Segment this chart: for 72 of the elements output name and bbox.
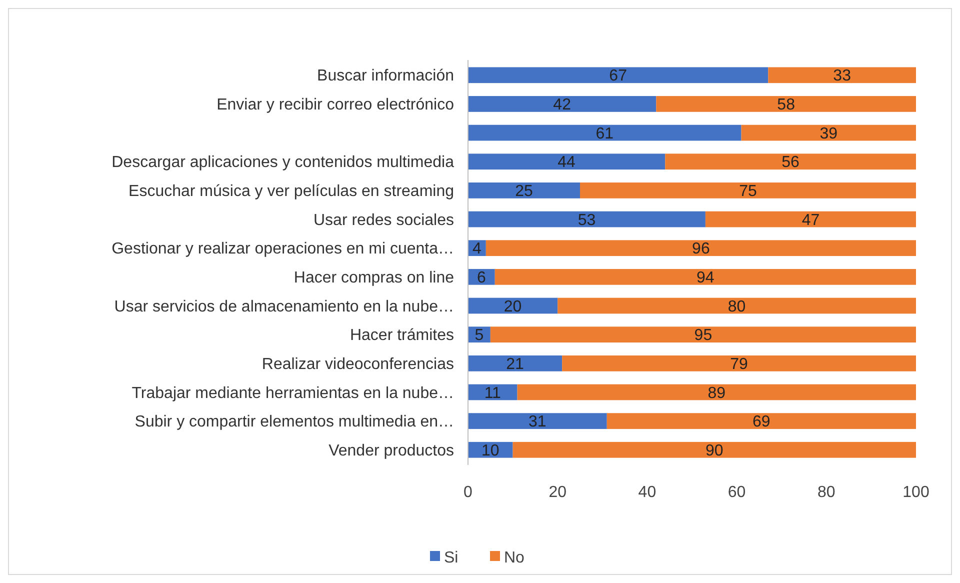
y-tick-label: Trabajar mediante herramientas en la nube… xyxy=(132,384,454,402)
bar xyxy=(468,355,562,372)
bar xyxy=(468,67,768,84)
legend-label: Si xyxy=(444,550,458,567)
bar xyxy=(468,96,656,112)
data-label: 44 xyxy=(558,154,576,172)
x-tick-label: 40 xyxy=(638,484,656,501)
x-tick-label: 20 xyxy=(548,484,567,501)
data-label: 69 xyxy=(752,414,770,431)
data-label: 11 xyxy=(484,384,502,402)
bar xyxy=(656,96,916,112)
bar xyxy=(606,413,916,429)
bar xyxy=(665,154,916,170)
data-label: 33 xyxy=(833,68,852,85)
data-label: 79 xyxy=(730,356,748,373)
data-label: 61 xyxy=(596,125,614,142)
data-label: 20 xyxy=(504,298,522,316)
y-tick-label: Escuchar música y ver películas en streaming xyxy=(128,183,454,200)
y-tick-label: Hacer compras on line xyxy=(294,270,454,287)
y-tick-label: Subir y compartir elementos multimedia en… xyxy=(134,414,454,431)
y-tick-label: Descargar aplicaciones y contenidos multimedia xyxy=(112,154,454,172)
y-tick-label: Gestionar y realizar operaciones en mi cuenta… xyxy=(112,240,454,258)
data-label: 25 xyxy=(515,183,533,200)
bar xyxy=(705,211,916,228)
bar xyxy=(517,384,916,400)
legend-label: No xyxy=(504,550,525,567)
bar xyxy=(468,298,558,314)
y-tick-label: Realizar videoconferencias xyxy=(262,356,454,373)
y-tick-label: Buscar información xyxy=(317,68,454,85)
data-label: 75 xyxy=(739,183,757,200)
data-label: 4 xyxy=(472,240,482,258)
data-label: 89 xyxy=(708,384,726,402)
data-label: 95 xyxy=(694,327,712,344)
data-label: 58 xyxy=(777,96,796,114)
bar xyxy=(468,182,580,198)
y-tick-label: Vender productos xyxy=(328,442,454,460)
data-label: 94 xyxy=(696,270,714,287)
data-label: 53 xyxy=(578,212,596,229)
y-tick-label: Usar servicios de almacenamiento en la nube… xyxy=(114,298,454,316)
y-tick-label: Usar redes sociales xyxy=(314,212,454,229)
data-label: 67 xyxy=(609,68,628,85)
bar xyxy=(741,124,916,141)
x-tick-label: 60 xyxy=(728,484,746,501)
bar xyxy=(468,124,742,141)
bar xyxy=(768,67,916,84)
x-tick-label: 100 xyxy=(902,484,930,501)
bar xyxy=(512,442,916,458)
y-tick-label: Enviar y recibir correo electrónico xyxy=(216,96,454,114)
bar xyxy=(490,326,916,342)
data-label: 5 xyxy=(474,327,484,344)
bar xyxy=(580,182,916,198)
bar xyxy=(468,413,607,429)
data-label: 39 xyxy=(820,125,838,142)
data-label: 6 xyxy=(476,270,486,287)
data-label: 80 xyxy=(728,298,746,316)
bar xyxy=(494,268,916,285)
data-label: 42 xyxy=(553,96,572,114)
y-tick-label: Hacer trámites xyxy=(350,327,454,344)
bar xyxy=(468,211,706,228)
x-tick-label: 80 xyxy=(818,484,836,501)
bar xyxy=(558,298,916,314)
bar xyxy=(468,154,666,170)
data-label: 90 xyxy=(706,442,724,460)
x-tick-label: 0 xyxy=(464,484,473,501)
data-label: 21 xyxy=(506,356,524,373)
data-label: 56 xyxy=(782,154,800,172)
bar xyxy=(562,355,916,372)
bar xyxy=(486,240,916,256)
data-label: 47 xyxy=(802,212,820,229)
data-label: 96 xyxy=(692,240,710,258)
data-label: 10 xyxy=(482,442,500,460)
data-label: 31 xyxy=(528,414,546,431)
